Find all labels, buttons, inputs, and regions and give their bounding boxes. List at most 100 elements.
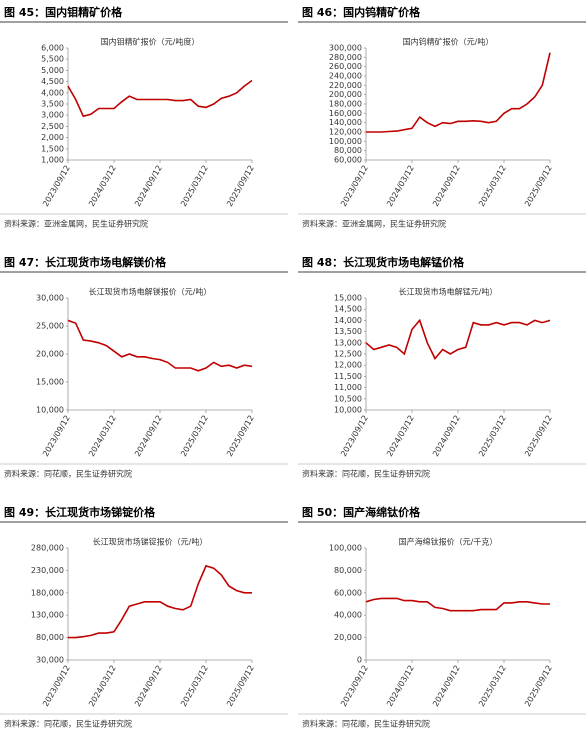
chart-title: 国内钨精矿报价（元/吨） [403, 37, 494, 47]
y-tick-label: 240,000 [329, 72, 362, 81]
y-tick-label: 2,000 [41, 133, 64, 142]
x-tick-label: 2025/09/12 [225, 664, 256, 708]
x-tick-label: 2023/09/12 [41, 164, 72, 208]
y-tick-label: 15,000 [36, 378, 64, 387]
chart-title: 国内钼精矿报价（元/吨度） [101, 37, 200, 47]
chart-title: 长江现货市场电解镁报价（元/吨） [89, 287, 212, 297]
y-tick-label: 80,000 [334, 146, 362, 155]
x-tick-label: 2024/09/12 [133, 414, 164, 458]
y-tick-label: 6,000 [41, 44, 64, 53]
price-line [68, 564, 252, 639]
x-tick-label: 2024/03/12 [385, 664, 416, 708]
y-tick-label: 80,000 [36, 633, 64, 642]
x-tick-label: 2023/09/12 [339, 164, 370, 208]
y-tick-label: 12,000 [334, 361, 362, 370]
y-tick-label: 12,500 [334, 350, 362, 359]
x-tick-label: 2024/03/12 [87, 414, 118, 458]
figure-title: 图 50：国产海绵钛价格 [302, 505, 421, 519]
y-tick-label: 11,500 [334, 372, 362, 381]
y-tick-label: 180,000 [329, 100, 362, 109]
y-tick-label: 2,500 [41, 122, 64, 131]
x-tick-label: 2024/09/12 [431, 414, 462, 458]
x-tick-label: 2025/03/12 [179, 414, 210, 458]
y-tick-label: 13,500 [334, 327, 362, 336]
y-tick-label: 180,000 [31, 588, 64, 597]
x-tick-label: 2025/03/12 [179, 164, 210, 208]
y-tick-label: 25,000 [36, 322, 64, 331]
x-tick-label: 2023/09/12 [339, 664, 370, 708]
source: 资料来源：同花顺，民生证券研究院 [4, 719, 132, 729]
y-tick-label: 10,000 [334, 406, 362, 415]
y-tick-label: 300,000 [329, 44, 362, 53]
x-tick-label: 2025/03/12 [477, 414, 508, 458]
y-tick-label: 14,500 [334, 305, 362, 314]
x-tick-label: 2024/09/12 [133, 664, 164, 708]
y-tick-label: 260,000 [329, 62, 362, 71]
source: 资料来源：亚洲金属网，民生证券研究院 [302, 219, 446, 229]
y-tick-label: 11,000 [334, 383, 362, 392]
x-tick-label: 2025/03/12 [477, 664, 508, 708]
price-line [67, 79, 253, 118]
figure-title: 图 45：国内钼精矿价格 [4, 5, 123, 19]
y-tick-label: 60,000 [334, 156, 362, 165]
y-tick-label: 160,000 [329, 109, 362, 118]
x-tick-label: 2024/09/12 [431, 164, 462, 208]
y-tick-label: 0 [357, 656, 362, 665]
source: 资料来源：同花顺，民生证券研究院 [4, 469, 132, 479]
chart-title: 长江现货市场锑锭报价（元/吨） [93, 537, 208, 547]
y-tick-label: 280,000 [329, 53, 362, 62]
y-tick-label: 5,000 [41, 66, 64, 75]
y-tick-label: 4,000 [41, 88, 64, 97]
y-tick-label: 20,000 [334, 633, 362, 642]
x-tick-label: 2025/09/12 [225, 414, 256, 458]
y-tick-label: 10,500 [334, 394, 362, 403]
x-tick-label: 2025/09/12 [523, 414, 554, 458]
figure-title: 图 47：长江现货市场电解镁价格 [4, 255, 167, 269]
price-line [365, 318, 551, 360]
y-tick-label: 20,000 [36, 350, 64, 359]
chart-title: 长江现货市场电解锰元/吨） [399, 287, 498, 297]
y-tick-label: 100,000 [329, 137, 362, 146]
y-tick-label: 30,000 [36, 656, 64, 665]
price-line [366, 52, 551, 133]
x-tick-label: 2024/09/12 [431, 664, 462, 708]
price-line [67, 319, 253, 372]
y-tick-label: 100,000 [329, 544, 362, 553]
x-tick-label: 2024/03/12 [385, 414, 416, 458]
y-tick-label: 60,000 [334, 588, 362, 597]
x-tick-label: 2024/03/12 [87, 164, 118, 208]
y-tick-label: 40,000 [334, 611, 362, 620]
y-tick-label: 220,000 [329, 81, 362, 90]
x-tick-label: 2025/09/12 [225, 164, 256, 208]
x-tick-label: 2023/09/12 [41, 414, 72, 458]
source: 资料来源：同花顺，民生证券研究院 [302, 469, 430, 479]
y-tick-label: 13,000 [334, 338, 362, 347]
x-tick-label: 2025/03/12 [477, 164, 508, 208]
y-tick-label: 130,000 [31, 611, 64, 620]
y-tick-label: 1,000 [41, 156, 64, 165]
y-tick-label: 230,000 [31, 566, 64, 575]
x-tick-label: 2025/09/12 [523, 664, 554, 708]
y-tick-label: 280,000 [31, 544, 64, 553]
x-tick-label: 2025/09/12 [523, 164, 554, 208]
y-tick-label: 4,500 [41, 77, 64, 86]
y-tick-label: 30,000 [36, 294, 64, 303]
figure-title: 图 48：长江现货市场电解锰价格 [302, 255, 465, 269]
y-tick-label: 15,000 [334, 294, 362, 303]
y-tick-label: 140,000 [329, 118, 362, 127]
figure-title: 图 49：长江现货市场锑锭价格 [4, 505, 156, 519]
figure-title: 图 46：国内钨精矿价格 [302, 5, 421, 19]
chart-title: 国产海绵钛报价（元/千克） [399, 537, 498, 547]
y-tick-label: 3,500 [41, 100, 64, 109]
x-tick-label: 2023/09/12 [339, 414, 370, 458]
x-tick-label: 2024/03/12 [385, 164, 416, 208]
x-tick-label: 2024/03/12 [87, 664, 118, 708]
y-tick-label: 5,500 [41, 55, 64, 64]
